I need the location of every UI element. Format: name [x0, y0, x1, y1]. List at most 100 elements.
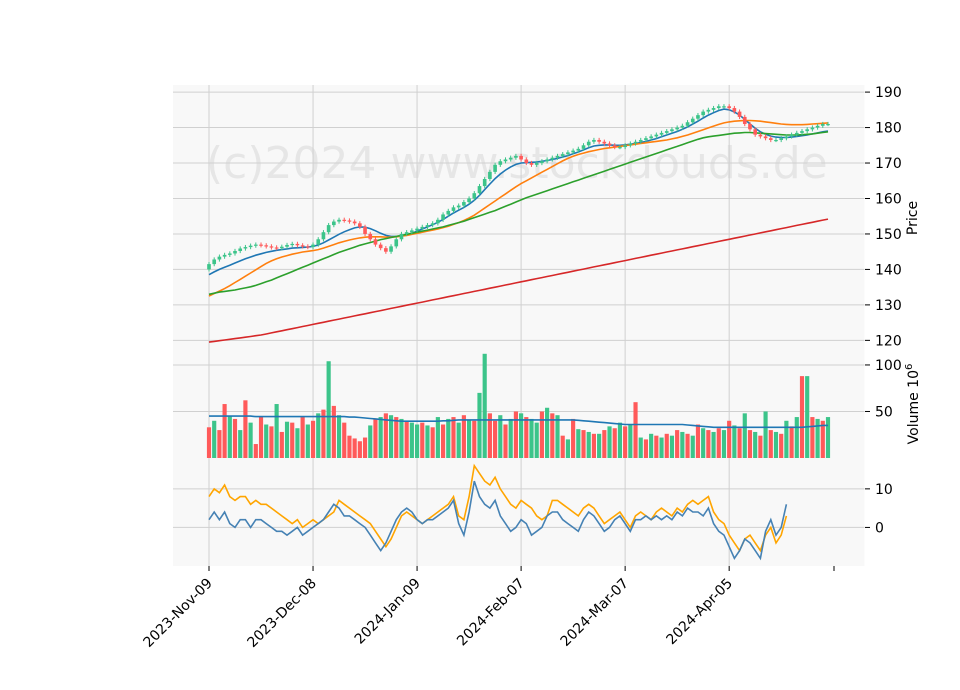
volume-bar: [373, 418, 378, 458]
candle-body: [441, 214, 445, 220]
candle-body: [477, 186, 482, 194]
candle-body: [732, 108, 737, 112]
volume-bar: [352, 438, 357, 458]
volume-bar: [612, 428, 617, 458]
volume-bar: [284, 421, 290, 458]
candle-body: [550, 157, 555, 160]
candle-body: [285, 244, 289, 247]
volume-bar: [451, 417, 456, 458]
volume-bar: [508, 418, 513, 458]
volume-bar: [597, 433, 602, 458]
volume-bar: [794, 417, 799, 458]
volume-bar: [602, 430, 607, 458]
candle-body: [456, 205, 461, 208]
volume-bar: [706, 430, 711, 458]
candle-body: [238, 248, 243, 251]
candle-body: [555, 155, 560, 158]
candle-body: [618, 147, 622, 149]
candle-body: [722, 106, 726, 108]
volume-bar: [243, 400, 248, 458]
candle-body: [519, 155, 523, 160]
candle-body: [253, 244, 258, 246]
candle-body: [259, 244, 263, 246]
volume-bar: [539, 411, 544, 458]
candle-body: [586, 141, 591, 146]
volume-bar: [768, 430, 773, 458]
volume-bar: [737, 428, 742, 458]
candle-body: [404, 232, 409, 234]
candle-body: [264, 245, 269, 247]
volume-bar: [789, 426, 794, 458]
candle-body: [602, 141, 607, 144]
volume-bar: [482, 353, 487, 458]
candle-body: [737, 111, 742, 117]
volume-bar: [680, 431, 685, 458]
volume-bar: [628, 424, 633, 458]
candle-body: [607, 143, 612, 146]
candle-body: [321, 232, 326, 240]
volume-bar: [310, 420, 316, 458]
volume-bar: [623, 426, 628, 458]
candle-body: [670, 129, 674, 132]
oscillator-panel: [173, 458, 865, 566]
price-tick-label: 130: [875, 298, 902, 314]
candle-body: [794, 132, 799, 135]
volume-bar: [264, 424, 269, 458]
volume-bar: [493, 420, 498, 458]
candle-body: [300, 245, 305, 247]
candle-body: [280, 246, 284, 249]
x-tick-label: 2024-Jan-09: [352, 576, 424, 648]
volume-bar: [649, 433, 654, 458]
candle-body: [805, 129, 810, 132]
volume-bar: [378, 417, 383, 458]
volume-bar: [394, 417, 399, 458]
volume-bar: [664, 433, 669, 458]
oscillator-tick-label: 0: [875, 520, 884, 536]
candle-body: [758, 134, 763, 137]
candle-body: [472, 193, 477, 199]
volume-bar: [430, 427, 435, 458]
volume-bar: [206, 427, 212, 458]
volume-bar: [477, 392, 482, 458]
volume-bar: [524, 417, 529, 458]
candle-body: [269, 246, 274, 248]
candle-body: [675, 127, 679, 130]
volume-bar: [695, 424, 701, 458]
x-tick-label: 2023-Dec-08: [244, 576, 319, 651]
candle-body: [711, 108, 716, 110]
price-tick-label: 120: [875, 333, 902, 349]
candle-body: [217, 256, 222, 260]
x-tick-label: 2024-Feb-07: [454, 576, 528, 650]
volume-bar: [467, 419, 472, 458]
candle-body: [716, 106, 721, 109]
candle-body: [815, 125, 820, 128]
volume-bar: [383, 413, 388, 458]
candle-body: [820, 124, 825, 126]
volume-bar: [799, 376, 805, 458]
price-tick-label: 150: [875, 227, 902, 243]
candle-body: [748, 124, 752, 130]
price-panel: [173, 85, 865, 351]
volume-bar: [248, 422, 253, 458]
candle-body: [482, 178, 487, 187]
candle-body: [696, 115, 700, 119]
volume-bar: [321, 409, 326, 458]
candle-body: [368, 233, 373, 240]
volume-bar: [753, 431, 758, 458]
volume-bar: [425, 425, 430, 458]
volume-bar: [498, 415, 503, 458]
volume-bar: [773, 431, 779, 458]
volume-bar: [576, 429, 581, 458]
candle-body: [222, 254, 227, 257]
candle-body: [545, 159, 549, 162]
volume-bar: [336, 415, 342, 458]
volume-bar: [638, 437, 643, 458]
candle-body: [628, 143, 633, 146]
volume-bar: [669, 435, 675, 458]
volume-bar: [342, 422, 347, 458]
x-tick-label: 2023-Nov-09: [141, 576, 216, 651]
candle-body: [571, 150, 575, 153]
candle-body: [420, 226, 425, 229]
